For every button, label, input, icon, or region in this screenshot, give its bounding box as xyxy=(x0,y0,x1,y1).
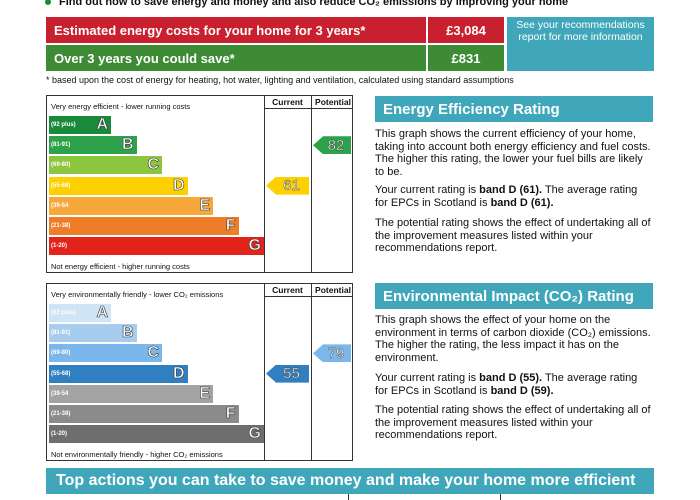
environmental-rating-chart: Current Potential Very environmentally f… xyxy=(46,283,353,461)
energy-current-rating-text: Your current rating is band D (61). The … xyxy=(375,184,653,209)
band-letter: C xyxy=(147,344,159,362)
rating-band-c: (69-80) C xyxy=(49,344,162,363)
rating-band-a: (92 plus) A xyxy=(49,304,111,322)
potential-column-header: Potential xyxy=(315,285,351,295)
band-letter: G xyxy=(248,425,261,443)
band-letter: B xyxy=(121,136,134,154)
current-band: band D (61). xyxy=(479,184,543,196)
band-letter: D xyxy=(172,176,185,194)
rating-band-d: (55-68) D xyxy=(49,364,188,383)
savings-label: Over 3 years you could save* xyxy=(46,45,426,71)
band-range: (39-54 xyxy=(51,390,69,397)
band-range: (69-80) xyxy=(51,350,71,357)
band-range: (92 plus) xyxy=(51,122,76,128)
column-divider xyxy=(264,96,265,272)
rating-band-b: (81-91) B xyxy=(49,136,137,155)
band-range: (69-80) xyxy=(51,162,71,169)
band-range: (55-68) xyxy=(51,182,71,189)
headline-text: Find out how to save energy and money an… xyxy=(59,0,569,8)
rating-band-d: (55-68) D xyxy=(49,176,188,195)
band-range: (92 plus) xyxy=(51,310,76,316)
environmental-current-rating-text: Your current rating is band D (55). The … xyxy=(375,372,653,397)
text-run: The average rating for EPCs in Scotland … xyxy=(375,184,638,209)
band-range: (81-91) xyxy=(51,142,71,149)
band-letter: D xyxy=(172,364,185,382)
average-band: band D (59). xyxy=(490,384,554,397)
band-letter: A xyxy=(96,116,108,134)
column-divider xyxy=(264,284,265,460)
rating-band-e: (39-54 E xyxy=(49,196,213,215)
header-divider xyxy=(264,296,352,297)
rating-band-f: (21-38) F xyxy=(49,405,239,423)
current-band: band D (55). xyxy=(479,372,543,384)
band-letter: C xyxy=(147,156,159,174)
band-range: (39-54 xyxy=(51,202,69,209)
current-rating-arrow: 61 xyxy=(266,176,309,195)
band-range: (1-20) xyxy=(51,431,68,438)
potential-rating-arrow: 82 xyxy=(313,136,351,155)
recommendations-note: See your recommendations report for more… xyxy=(507,17,654,71)
environmental-potential-text: The potential rating shows the effect of… xyxy=(375,404,651,441)
energy-potential-text: The potential rating shows the effect of… xyxy=(375,217,651,254)
rating-band-g: (1-20) G xyxy=(49,425,264,444)
band-range: (81-91) xyxy=(51,330,71,337)
cost-footnote: * based upon the cost of energy for heat… xyxy=(46,75,514,85)
table-column-divider xyxy=(348,494,349,500)
average-band: band D (61). xyxy=(490,196,554,209)
rating-band-e: (39-54 E xyxy=(49,384,213,403)
rating-band-g: (1-20) G xyxy=(49,237,264,256)
estimated-cost-value: £3,084 xyxy=(428,17,504,43)
chart-caption-bottom: Not energy efficient - higher running co… xyxy=(51,262,190,271)
header-divider xyxy=(264,108,352,109)
current-rating-arrow: 55 xyxy=(266,364,309,383)
band-range: (21-38) xyxy=(51,411,71,417)
band-range: (21-38) xyxy=(51,223,71,229)
chart-caption-top: Very environmentally friendly - lower CO… xyxy=(51,290,224,299)
environmental-description: This graph shows the effect of your home… xyxy=(375,314,651,364)
potential-rating-arrow: 79 xyxy=(313,344,351,363)
environmental-rating-title: Environmental Impact (CO₂) Rating xyxy=(375,283,653,309)
rating-band-c: (69-80) C xyxy=(49,156,162,175)
band-letter: F xyxy=(225,405,236,423)
actions-table-top xyxy=(46,494,654,500)
band-letter: E xyxy=(199,384,210,402)
text-run: Your current rating is xyxy=(375,372,480,384)
current-column-header: Current xyxy=(272,285,303,295)
table-column-divider xyxy=(500,494,501,500)
band-letter: A xyxy=(96,304,108,322)
band-letter: E xyxy=(199,196,210,214)
text-run: Your current rating is xyxy=(375,184,480,196)
chart-caption-bottom: Not environmentally friendly - higher CO… xyxy=(51,450,223,459)
energy-rating-chart: Current Potential Very energy efficient … xyxy=(46,95,353,273)
energy-rating-title: Energy Efficiency Rating xyxy=(375,96,653,122)
estimated-cost-row: Estimated energy costs for your home for… xyxy=(46,17,504,43)
column-divider xyxy=(311,96,312,272)
potential-column-header: Potential xyxy=(315,97,351,107)
rating-band-f: (21-38) F xyxy=(49,217,239,235)
energy-description: This graph shows the current efficiency … xyxy=(375,128,651,178)
text-run: The average rating for EPCs in Scotland … xyxy=(375,372,638,397)
column-divider xyxy=(311,284,312,460)
bullet-icon xyxy=(45,0,51,6)
band-letter: B xyxy=(121,324,134,342)
estimated-cost-label: Estimated energy costs for your home for… xyxy=(46,17,426,43)
band-range: (55-68) xyxy=(51,370,71,377)
headline: Find out how to save energy and money an… xyxy=(45,0,665,10)
rating-band-b: (81-91) B xyxy=(49,324,137,343)
top-actions-heading: Top actions you can take to save money a… xyxy=(46,468,654,494)
savings-row: Over 3 years you could save* £831 xyxy=(46,45,504,71)
savings-value: £831 xyxy=(428,45,504,71)
current-column-header: Current xyxy=(272,97,303,107)
chart-caption-top: Very energy efficient - lower running co… xyxy=(51,102,191,111)
band-letter: G xyxy=(248,237,261,255)
band-range: (1-20) xyxy=(51,243,68,250)
band-letter: F xyxy=(225,217,236,235)
rating-band-a: (92 plus) A xyxy=(49,116,111,134)
